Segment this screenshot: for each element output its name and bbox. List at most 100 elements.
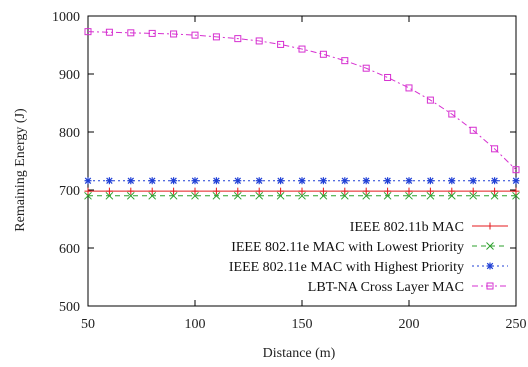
legend-marker-sample xyxy=(486,282,494,290)
data-point xyxy=(512,187,520,195)
series-3 xyxy=(84,177,520,185)
data-point xyxy=(384,177,392,185)
data-point xyxy=(169,191,178,200)
data-point xyxy=(277,177,285,185)
legend-label: LBT-NA Cross Layer MAC xyxy=(308,280,464,295)
data-point xyxy=(319,50,327,58)
data-point xyxy=(319,177,327,185)
data-point xyxy=(448,110,456,118)
legend-entry: IEEE 802.11b MAC xyxy=(350,220,508,235)
data-point xyxy=(362,191,371,200)
data-point xyxy=(447,191,456,200)
data-point xyxy=(341,187,349,195)
data-point xyxy=(126,191,135,200)
legend: IEEE 802.11b MAC IEEE 802.11e MAC with Lo… xyxy=(229,220,508,295)
data-point xyxy=(234,35,242,43)
data-point xyxy=(512,191,520,200)
y-tick-label: 1000 xyxy=(52,10,80,25)
legend-label: IEEE 802.11e MAC with Lowest Priority xyxy=(231,240,464,255)
legend-entry: LBT-NA Cross Layer MAC xyxy=(308,280,508,295)
legend-marker-sample xyxy=(486,262,494,270)
data-point xyxy=(448,177,456,185)
y-tick-label: 800 xyxy=(59,126,80,141)
data-point xyxy=(84,191,92,200)
data-point xyxy=(340,191,349,200)
data-point xyxy=(298,45,306,53)
axes-layer: 500 600 700 800 900 1000 50 100 150 200 250 xyxy=(52,10,527,332)
data-point xyxy=(512,177,520,185)
data-point xyxy=(255,187,263,195)
data-point xyxy=(127,177,135,185)
y-tick-label: 700 xyxy=(59,184,80,199)
data-point xyxy=(212,177,220,185)
data-point xyxy=(405,177,413,185)
data-point xyxy=(148,191,157,200)
data-point xyxy=(170,30,178,38)
x-axis-label: Distance (m) xyxy=(263,346,336,361)
data-point xyxy=(426,96,434,104)
data-point xyxy=(319,187,327,195)
data-point xyxy=(469,177,477,185)
data-point xyxy=(341,57,349,65)
data-point xyxy=(127,187,135,195)
series-line xyxy=(87,31,517,171)
legend-label: IEEE 802.11e MAC with Highest Priority xyxy=(229,260,464,275)
data-point xyxy=(84,28,92,36)
data-point xyxy=(383,191,392,200)
data-point xyxy=(362,64,370,72)
data-point xyxy=(362,177,370,185)
data-point xyxy=(491,187,499,195)
data-point xyxy=(84,187,92,195)
data-point xyxy=(341,177,349,185)
legend-marker-sample xyxy=(486,222,494,230)
data-point xyxy=(191,187,199,195)
legend-label: IEEE 802.11b MAC xyxy=(350,220,464,235)
data-point xyxy=(426,177,434,185)
data-point xyxy=(469,191,478,200)
data-point xyxy=(191,177,199,185)
data-point xyxy=(212,33,220,41)
data-point xyxy=(105,187,113,195)
data-point xyxy=(405,187,413,195)
y-tick-label: 500 xyxy=(59,300,80,315)
data-point xyxy=(170,177,178,185)
data-point xyxy=(448,187,456,195)
data-point xyxy=(362,187,370,195)
data-point xyxy=(298,177,306,185)
data-point xyxy=(105,191,114,200)
data-point xyxy=(170,187,178,195)
x-tick-label: 250 xyxy=(506,317,527,332)
data-point xyxy=(255,37,263,45)
y-tick-label: 900 xyxy=(59,68,80,83)
data-point xyxy=(255,177,263,185)
data-point xyxy=(405,191,413,200)
data-point xyxy=(490,191,499,200)
x-tick-label: 200 xyxy=(399,317,420,332)
data-point xyxy=(384,73,392,81)
data-point xyxy=(319,191,328,200)
series-1 xyxy=(84,187,520,195)
data-point xyxy=(384,187,392,195)
data-point xyxy=(105,28,113,36)
data-point xyxy=(276,191,285,200)
data-point xyxy=(148,177,156,185)
x-tick-label: 50 xyxy=(81,317,95,332)
legend-marker-sample xyxy=(486,242,494,250)
data-point xyxy=(212,187,220,195)
series-2 xyxy=(84,191,520,200)
data-point xyxy=(426,191,435,200)
data-point xyxy=(191,191,199,200)
y-tick-label: 600 xyxy=(59,242,80,257)
data-point xyxy=(469,126,477,134)
data-point xyxy=(426,187,434,195)
series-layer xyxy=(84,28,520,200)
data-point xyxy=(491,177,499,185)
data-point xyxy=(234,177,242,185)
data-point xyxy=(148,29,156,37)
data-point xyxy=(148,187,156,195)
data-point xyxy=(233,191,242,200)
x-tick-label: 100 xyxy=(185,317,206,332)
data-point xyxy=(405,84,413,92)
